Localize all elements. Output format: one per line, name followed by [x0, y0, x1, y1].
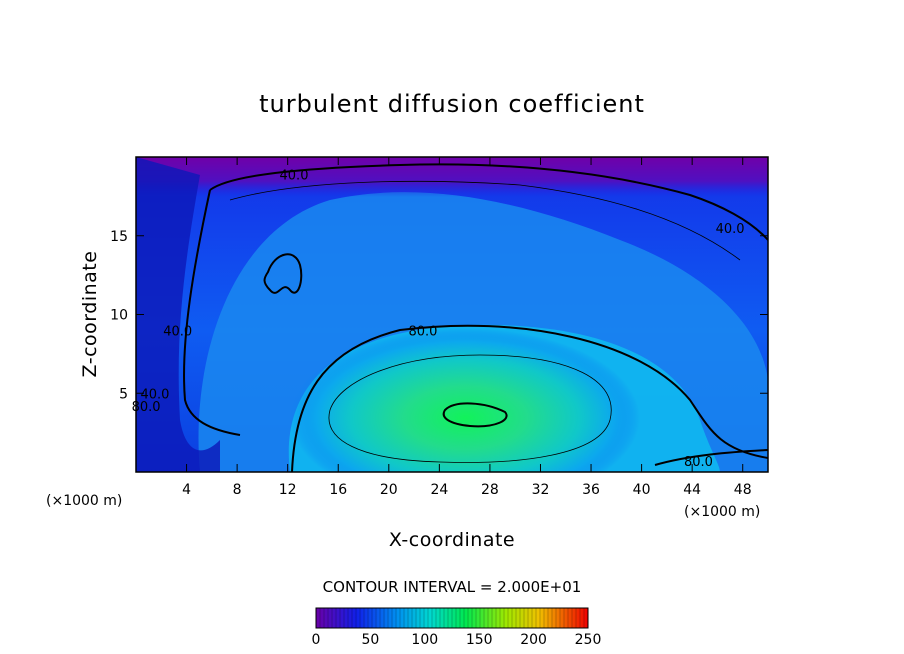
y-tick-label: 5 — [119, 386, 128, 402]
contour-label: 80.0 — [684, 455, 713, 470]
x-tick-label: 36 — [582, 482, 600, 498]
x-tick-label: 40 — [633, 482, 651, 498]
y-tick-label: 10 — [110, 308, 128, 324]
contour-40-bottom-right — [654, 449, 768, 466]
chart-title: turbulent diffusion coefficient — [259, 90, 645, 118]
contour-label: 40.0 — [140, 387, 169, 402]
colorbar-tick-label: 150 — [466, 632, 493, 648]
x-tick-label: 24 — [430, 482, 448, 498]
x-axis-label: X-coordinate — [389, 529, 515, 551]
x-unit-right: (×1000 m) — [684, 504, 760, 520]
contour-label: 40.0 — [163, 324, 192, 339]
x-tick-label: 12 — [279, 482, 297, 498]
contour-60-eye — [263, 253, 303, 294]
contour-label: 40.0 — [716, 222, 745, 237]
colorbar-tick-label: 200 — [520, 632, 547, 648]
x-tick-label: 28 — [481, 482, 499, 498]
contour-60 — [229, 180, 741, 261]
colorbar-ticks: 0 50 100 150 200 250 — [312, 632, 602, 648]
contour-40-left — [183, 189, 241, 436]
y-axis-ticks: 5 10 15 — [110, 229, 768, 402]
x-unit-left: (×1000 m) — [46, 493, 122, 509]
x-tick-label: 4 — [182, 482, 191, 498]
contour-label: 40.0 — [280, 168, 309, 183]
x-tick-label: 44 — [683, 482, 701, 498]
contour-80 — [291, 324, 768, 472]
field-core — [290, 328, 640, 472]
x-axis-ticks: 4 8 12 16 20 24 28 32 36 40 44 48 — [182, 157, 752, 498]
x-tick-label: 20 — [380, 482, 398, 498]
contour-interval-text: CONTOUR INTERVAL = 2.000E+01 — [323, 578, 582, 596]
contour-label: 80.0 — [132, 400, 161, 415]
x-tick-label: 48 — [734, 482, 752, 498]
field-left-dark — [136, 157, 220, 472]
contour-label: 80.0 — [408, 324, 437, 339]
x-tick-label: 16 — [329, 482, 347, 498]
contour-100 — [328, 354, 612, 463]
contour-120 — [442, 402, 508, 428]
contour-40-top — [209, 163, 768, 241]
colorbar-tick-label: 250 — [575, 632, 602, 648]
x-tick-label: 8 — [233, 482, 242, 498]
plot-area — [136, 157, 768, 472]
contour-labels: 40.040.080.040.040.080.080.0 — [132, 168, 745, 470]
y-tick-label: 15 — [110, 229, 128, 245]
colorbar-tick-label: 100 — [411, 632, 438, 648]
colorbar-stripes — [319, 608, 585, 628]
colorbar-tick-label: 0 — [312, 632, 321, 648]
x-tick-label: 32 — [532, 482, 550, 498]
y-axis-label: Z-coordinate — [79, 251, 101, 378]
colorbar-tick-label: 50 — [361, 632, 379, 648]
